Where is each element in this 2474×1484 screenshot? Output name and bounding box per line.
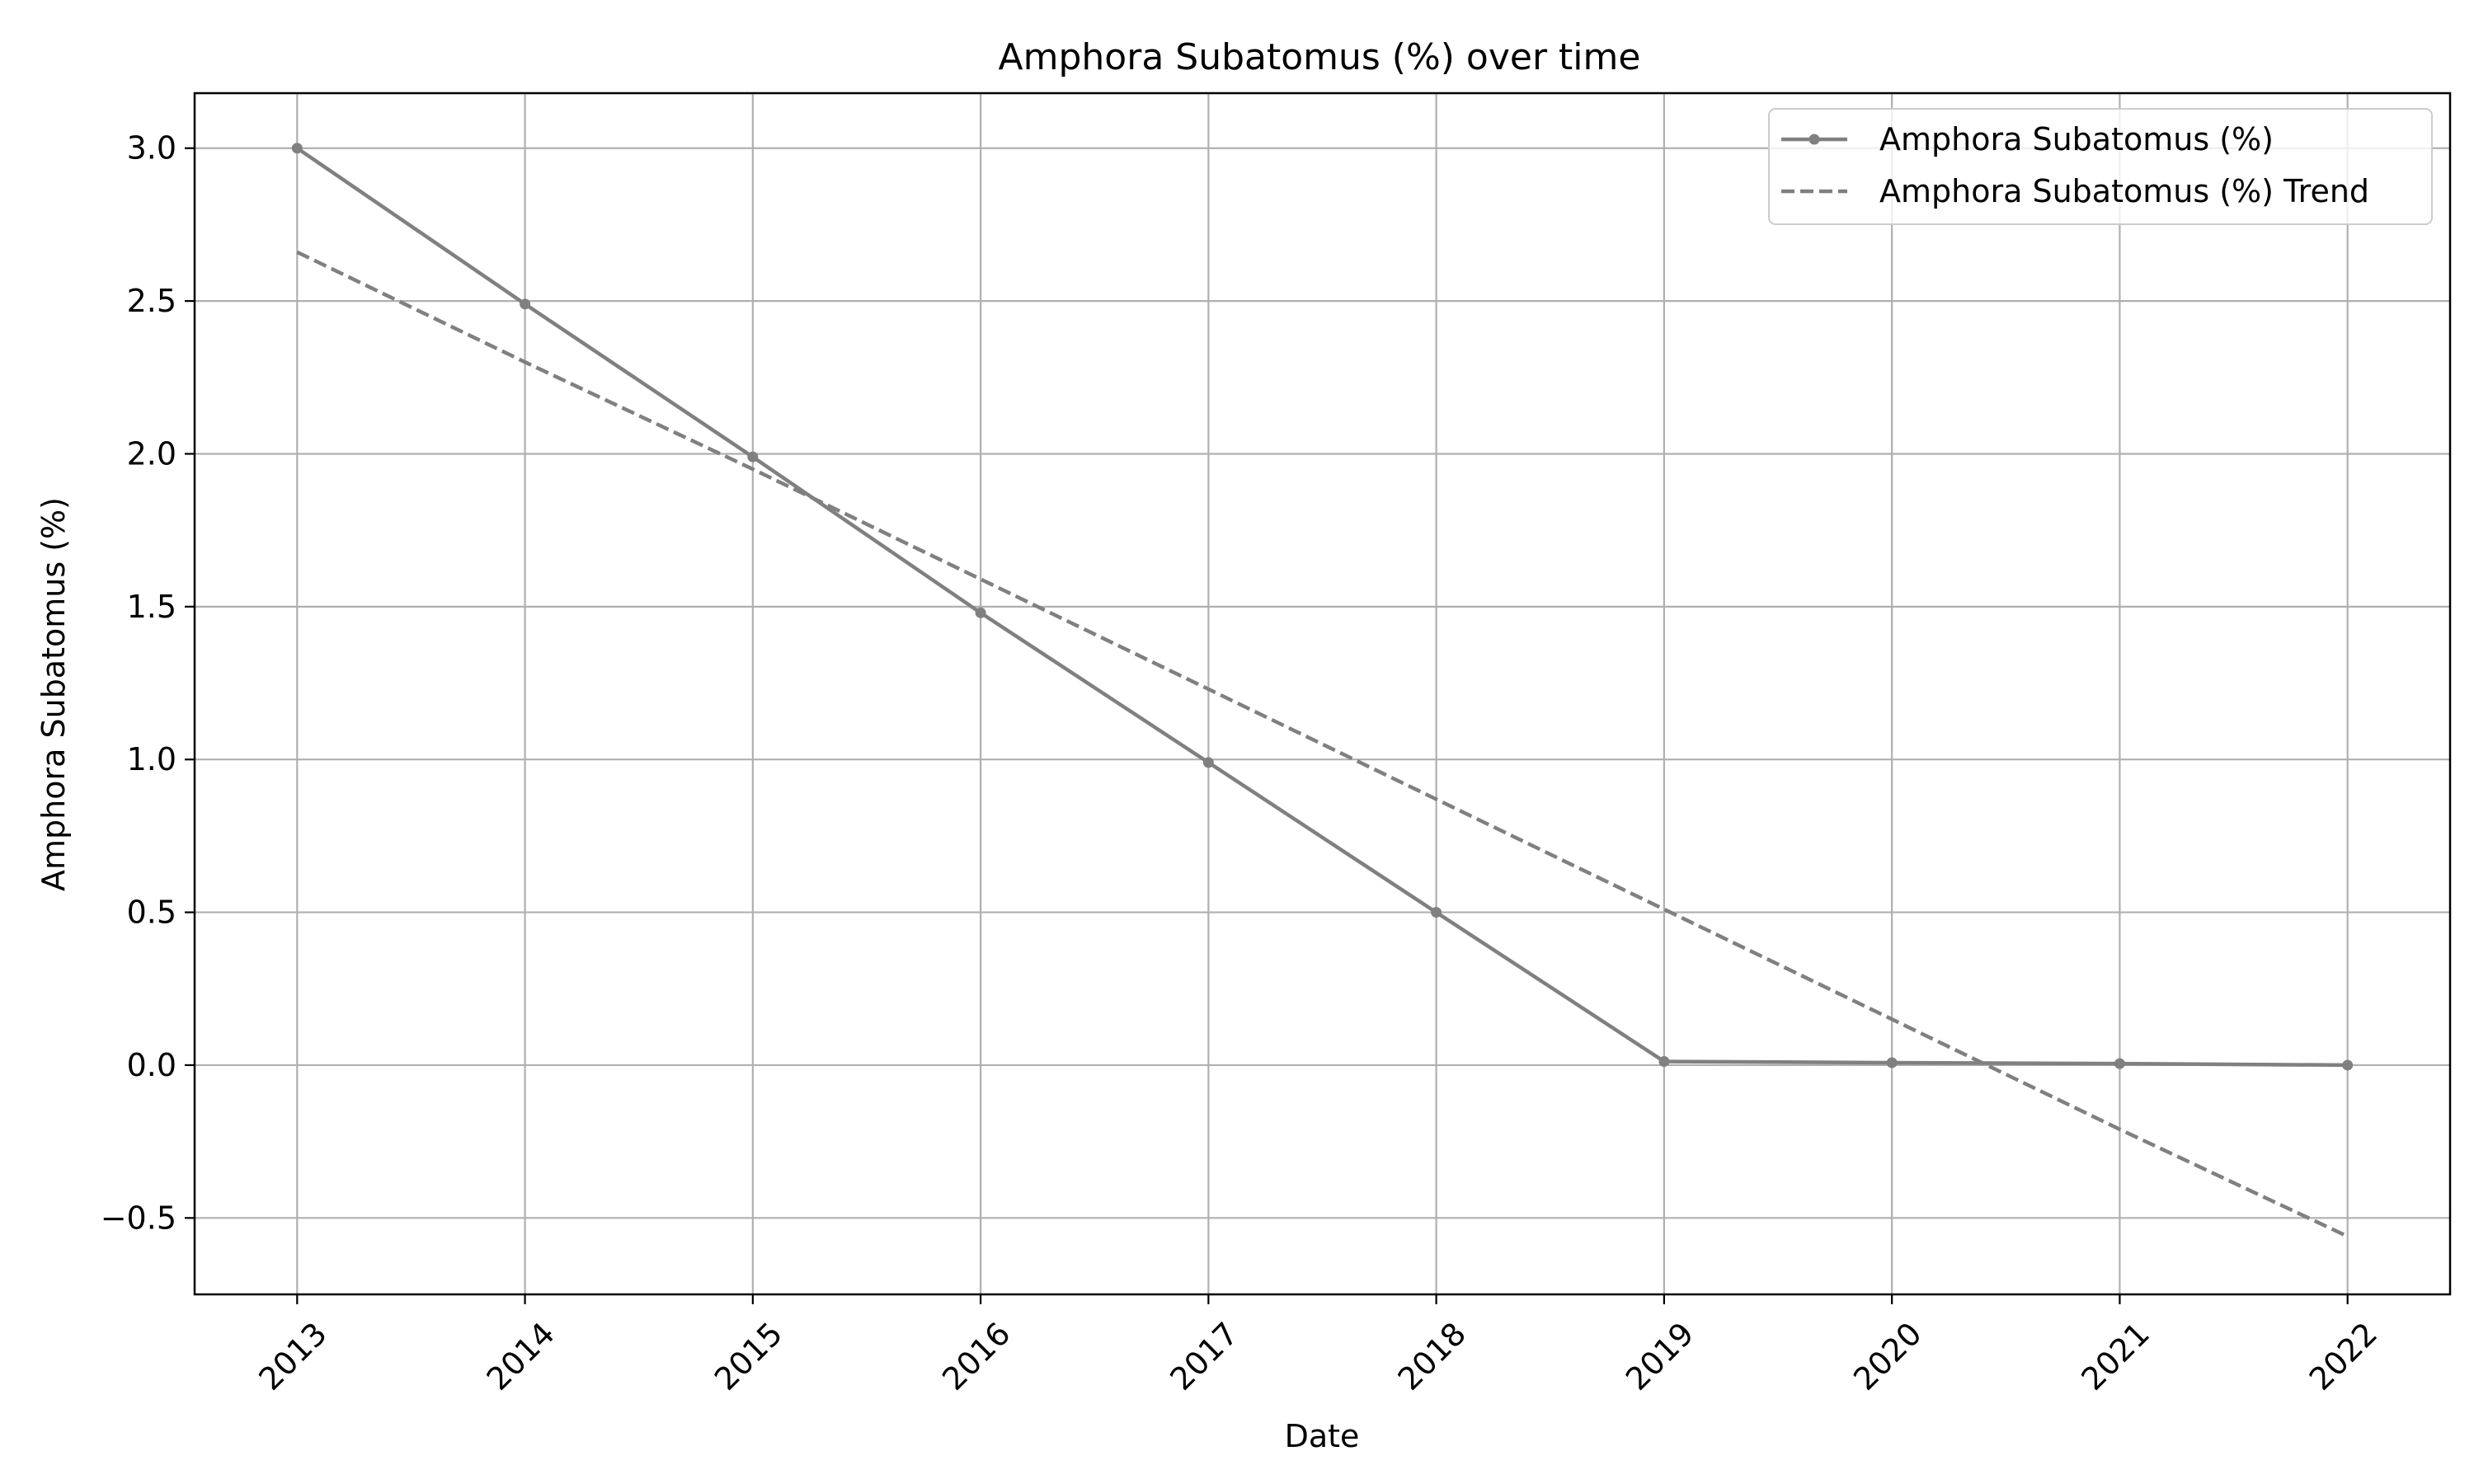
legend-label-trend: Amphora Subatomus (%) Trend bbox=[1879, 173, 2369, 209]
series-layer bbox=[291, 143, 2354, 1238]
y-tick-label: 0.0 bbox=[127, 1047, 176, 1083]
y-tick-label: 2.0 bbox=[127, 435, 176, 472]
plot-frame bbox=[193, 92, 2452, 1296]
data-point bbox=[747, 451, 759, 463]
data-point bbox=[1658, 1055, 1670, 1067]
y-tick-label: 0.5 bbox=[127, 895, 176, 931]
legend-label-series: Amphora Subatomus (%) bbox=[1879, 121, 2274, 157]
data-point bbox=[2114, 1058, 2125, 1069]
data-point bbox=[2342, 1059, 2354, 1071]
legend-box bbox=[1768, 108, 2433, 225]
data-point bbox=[1886, 1057, 1898, 1068]
y-tick-label: 2.5 bbox=[127, 283, 176, 319]
y-axis-label: Amphora Subatomus (%) bbox=[35, 497, 72, 891]
legend: Amphora Subatomus (%) Amphora Subatomus … bbox=[1768, 108, 2433, 225]
grid bbox=[195, 93, 2450, 1294]
data-point bbox=[975, 607, 986, 618]
y-tick-label: 1.5 bbox=[127, 589, 176, 625]
data-point bbox=[1202, 757, 1214, 768]
data-point bbox=[291, 143, 303, 154]
y-tick-label: 3.0 bbox=[127, 130, 176, 167]
series-line bbox=[296, 146, 2348, 1068]
chart-title: Amphora Subatomus (%) over time bbox=[999, 36, 1641, 78]
y-tick-label: 1.0 bbox=[127, 741, 176, 777]
data-point bbox=[520, 298, 531, 310]
y-tick-label: −0.5 bbox=[101, 1200, 176, 1236]
x-axis-label: Date bbox=[1285, 1418, 1360, 1454]
legend-marker bbox=[1808, 134, 1820, 145]
data-point bbox=[1431, 907, 1442, 918]
